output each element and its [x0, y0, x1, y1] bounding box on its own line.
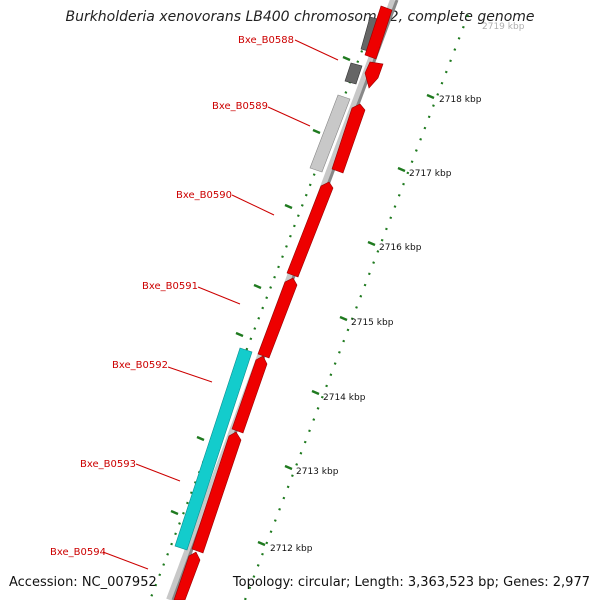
label-leaders: [102, 39, 339, 570]
forward-genes: [173, 5, 393, 600]
gene-arrow-bxe-b0588b: [364, 61, 384, 89]
gc-skew-marks: [170, 55, 351, 516]
gene-label-2: Bxe_B0590: [176, 190, 232, 201]
gene-arrow-bxe-b0594: [173, 551, 201, 600]
scale-ticks: [257, 93, 435, 547]
gene-arrow-bxe-b0588: [364, 5, 393, 60]
gene-label-5: Bxe_B0593: [80, 459, 136, 470]
gene-other-gray: [309, 94, 351, 173]
scale-label-2712: 2712 kbp: [270, 544, 313, 554]
gene-arrow-bxe-b0592: [231, 355, 268, 434]
gene-label-4: Bxe_B0592: [112, 360, 168, 371]
topology-text: Topology: circular; Length: 3,363,523 bp…: [232, 575, 590, 590]
accession-text: Accession: NC_007952: [9, 575, 157, 590]
gene-arrow-bxe-b0590: [286, 181, 334, 278]
genome-title: Burkholderia xenovorans LB400 chromosome…: [65, 9, 535, 25]
gene-label-3: Bxe_B0591: [142, 281, 198, 292]
gene-label-6: Bxe_B0594: [50, 547, 106, 558]
scale-dot-track: [243, 14, 470, 600]
scale-label-2718: 2718 kbp: [439, 95, 482, 105]
gene-label-1: Bxe_B0589: [212, 101, 268, 112]
gene-other-dark-2: [344, 62, 363, 85]
scale-label-2717: 2717 kbp: [409, 169, 452, 179]
gene-arrow-bxe-b0589: [331, 103, 366, 174]
gene-arrow-bxe-b0591: [257, 277, 298, 359]
scale-label-2713: 2713 kbp: [296, 467, 339, 477]
scale-label-2715: 2715 kbp: [351, 318, 394, 328]
scale-label-2714: 2714 kbp: [323, 393, 366, 403]
gene-arrow-bxe-b0593: [191, 431, 242, 554]
scale-label-2716: 2716 kbp: [379, 243, 422, 253]
gene-other-cyan: [174, 347, 253, 551]
scale-label-2719: 2719 kbp: [482, 22, 525, 32]
gene-label-0: Bxe_B0588: [238, 35, 294, 46]
